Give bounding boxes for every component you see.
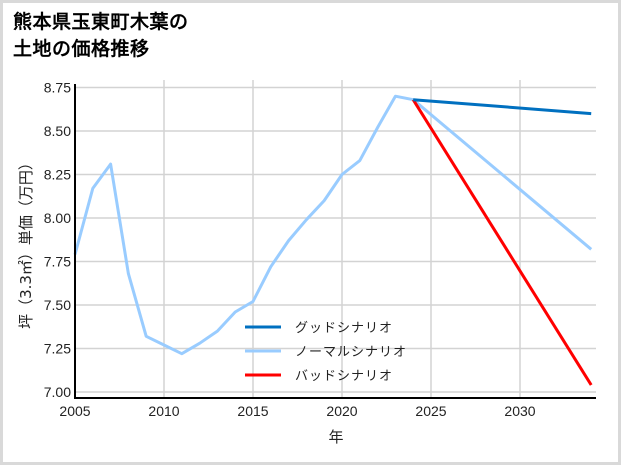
x-tick-label: 2030 bbox=[504, 403, 535, 419]
x-tick-label: 2020 bbox=[326, 403, 357, 419]
x-axis-label: 年 bbox=[328, 428, 343, 446]
x-tick-label: 2015 bbox=[237, 403, 268, 419]
chart-title-line1: 熊本県玉東町木葉の bbox=[13, 11, 189, 33]
x-tick-label: 2005 bbox=[59, 403, 90, 419]
y-tick-label: 7.50 bbox=[44, 297, 71, 313]
y-tick-label: 8.50 bbox=[44, 123, 71, 139]
chart-title: 熊本県玉東町木葉の 土地の価格推移 bbox=[13, 9, 189, 63]
legend-label-2: バッドシナリオ bbox=[295, 369, 393, 384]
series-line-2 bbox=[411, 98, 593, 386]
x-tick-label: 2010 bbox=[148, 403, 179, 419]
x-tick-label: 2025 bbox=[415, 403, 446, 419]
series-line-1 bbox=[73, 94, 593, 356]
chart-title-line2: 土地の価格推移 bbox=[13, 38, 150, 60]
y-tick-label: 8.75 bbox=[44, 80, 71, 96]
y-tick-label: 7.75 bbox=[44, 254, 71, 270]
y-tick-label: 8.25 bbox=[44, 167, 71, 183]
tick-labels: 7.00 7.25 7.50 7.75 8.00 8.25 8.50 8.75 2005 2010… bbox=[44, 80, 536, 420]
y-tick-label: 8.00 bbox=[44, 210, 71, 226]
y-axis-label: 坪（3.3㎡）単価（万円） bbox=[17, 155, 35, 329]
y-tick-label: 7.00 bbox=[44, 384, 71, 400]
y-tick-label: 7.25 bbox=[44, 341, 71, 357]
axes bbox=[74, 84, 596, 399]
series-line-0 bbox=[413, 98, 592, 116]
legend-label-0: グッドシナリオ bbox=[295, 321, 393, 336]
legend-label-1: ノーマルシナリオ bbox=[295, 345, 407, 360]
series-lines bbox=[73, 94, 593, 386]
